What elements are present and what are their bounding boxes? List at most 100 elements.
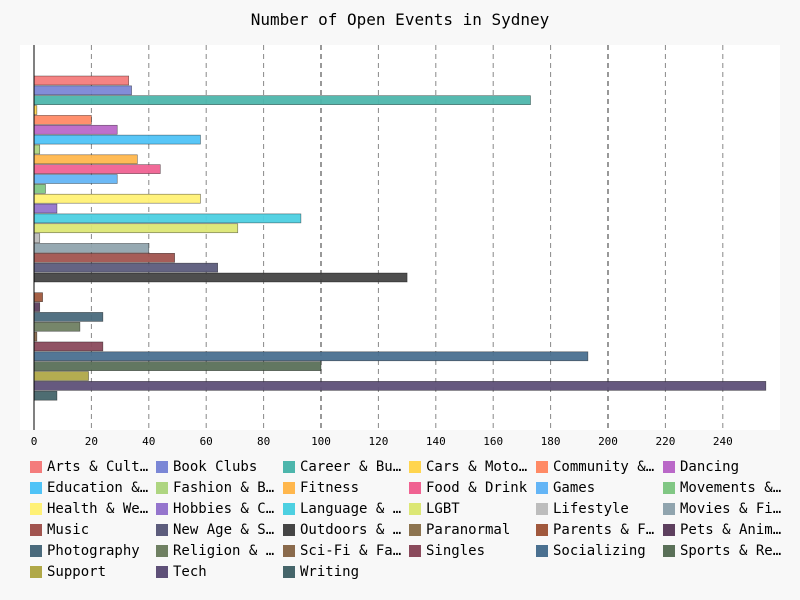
legend-swatch — [409, 482, 421, 494]
bar-food-drink — [33, 164, 161, 174]
legend-swatch — [663, 524, 675, 536]
bar-music — [33, 253, 175, 263]
legend-label: Music — [47, 522, 90, 538]
legend-swatch — [30, 461, 42, 473]
legend-label: Photography — [47, 543, 140, 559]
bar-games — [33, 174, 118, 184]
bar-movies-film — [33, 243, 150, 253]
bar-community-environment — [33, 115, 92, 125]
bar-outdoors-adventure — [33, 272, 408, 283]
bar-new-age-spirituality — [33, 262, 218, 273]
bar-book-clubs — [33, 85, 132, 96]
x-tick-label-180: 180 — [541, 435, 561, 445]
legend-label: Fashion & Be… — [173, 480, 281, 496]
x-tick-label-0: 0 — [31, 435, 38, 445]
bar-lifestyle — [33, 233, 41, 243]
x-tick-label-200: 200 — [598, 435, 618, 445]
legend-swatch — [663, 545, 675, 557]
legend-swatch — [30, 503, 42, 515]
legend-label: Games — [553, 480, 596, 496]
legend-label: Fitness — [300, 480, 360, 496]
legend-label: Movements & … — [680, 480, 788, 496]
legend-label: Education & … — [47, 480, 155, 496]
legend-label: Support — [47, 564, 107, 580]
legend-label: Religion & B… — [173, 543, 281, 559]
x-tick-label-220: 220 — [655, 435, 675, 445]
bar-lgbt — [33, 223, 239, 234]
legend-label: Movies & Film — [680, 501, 788, 517]
legend-swatch — [283, 482, 295, 494]
legend-label: Paranormal — [426, 522, 511, 538]
bar-socializing — [33, 351, 589, 362]
legend-swatch — [30, 566, 42, 578]
legend-label: Tech — [173, 564, 207, 580]
bar-religion-beliefs — [33, 321, 81, 332]
x-tick-label-140: 140 — [426, 435, 446, 445]
x-tick-label-60: 60 — [200, 435, 213, 445]
legend-label: Dancing — [680, 459, 740, 475]
bar-singles — [33, 341, 104, 352]
bar-dancing — [33, 124, 118, 135]
legend-swatch — [283, 461, 295, 473]
x-tick-label-160: 160 — [483, 435, 503, 445]
bar-pets-animals — [33, 302, 41, 312]
legend-swatch — [536, 524, 548, 536]
chart-title: Number of Open Events in Sydney — [250, 10, 550, 29]
legend-swatch — [30, 482, 42, 494]
bar-movements-politics — [33, 184, 46, 194]
legend-label: Language & E… — [300, 501, 408, 517]
legend-label: Lifestyle — [553, 501, 629, 517]
legend-swatch — [156, 461, 168, 473]
legend-label: Writing — [300, 564, 360, 580]
legend-label: Food & Drink — [426, 480, 528, 496]
legend-swatch — [30, 524, 42, 536]
legend-swatch — [663, 482, 675, 494]
legend-label: Hobbies & Cr… — [173, 501, 281, 517]
bar-career-business — [33, 95, 531, 106]
legend-label: Career & Bus… — [300, 459, 408, 475]
x-tick-label-100: 100 — [311, 435, 331, 445]
bar-fashion-beauty — [33, 144, 41, 155]
legend-label: Singles — [426, 543, 486, 559]
legend-label: LGBT — [426, 501, 460, 517]
legend-swatch — [536, 503, 548, 515]
legend-swatch — [409, 461, 421, 473]
legend-label: Pets & Anima… — [680, 522, 788, 538]
bar-education-learning — [33, 134, 201, 145]
legend-label: Outdoors & A… — [300, 522, 408, 538]
legend-label: Community & … — [553, 459, 661, 475]
x-tick-label-40: 40 — [142, 435, 155, 445]
bar-photography — [33, 312, 104, 322]
bar-arts-culture — [33, 75, 130, 86]
legend-swatch — [536, 482, 548, 494]
legend-swatch — [156, 503, 168, 515]
bar-writing — [33, 390, 58, 401]
bar-health-wellbeing — [33, 193, 201, 204]
legend-label: Parents & Fa… — [553, 522, 661, 538]
legend-swatch — [663, 461, 675, 473]
legend-swatch — [409, 545, 421, 557]
x-tick-label-240: 240 — [713, 435, 733, 445]
bar-sports-recreation — [33, 361, 322, 371]
x-tick-label-20: 20 — [85, 435, 98, 445]
x-tick-label-120: 120 — [368, 435, 388, 445]
legend-label: Sci-Fi & Fan… — [300, 543, 408, 559]
legend-label: Health & Wel… — [47, 501, 155, 517]
bar-hobbies-crafts — [33, 203, 58, 214]
bar-tech — [33, 381, 767, 391]
bar-parents-family — [33, 292, 43, 302]
legend-swatch — [409, 524, 421, 536]
legend-swatch — [156, 566, 168, 578]
legend-swatch — [283, 566, 295, 578]
legend-swatch — [536, 461, 548, 473]
legend-swatch — [536, 545, 548, 557]
legend-swatch — [30, 545, 42, 557]
bar-chart: 0 20 40 60 80 100 120 140 160 180 200 220 240 — [31, 45, 767, 445]
legend-label: Book Clubs — [173, 459, 258, 475]
legend-label: Sports & Rec… — [680, 543, 788, 559]
bar-fitness — [33, 154, 138, 165]
plot-area: 0 20 40 60 80 100 120 140 160 180 200 220 240 — [20, 45, 780, 445]
legend-swatch — [409, 503, 421, 515]
legend-swatch — [283, 524, 295, 536]
legend-swatch — [156, 545, 168, 557]
